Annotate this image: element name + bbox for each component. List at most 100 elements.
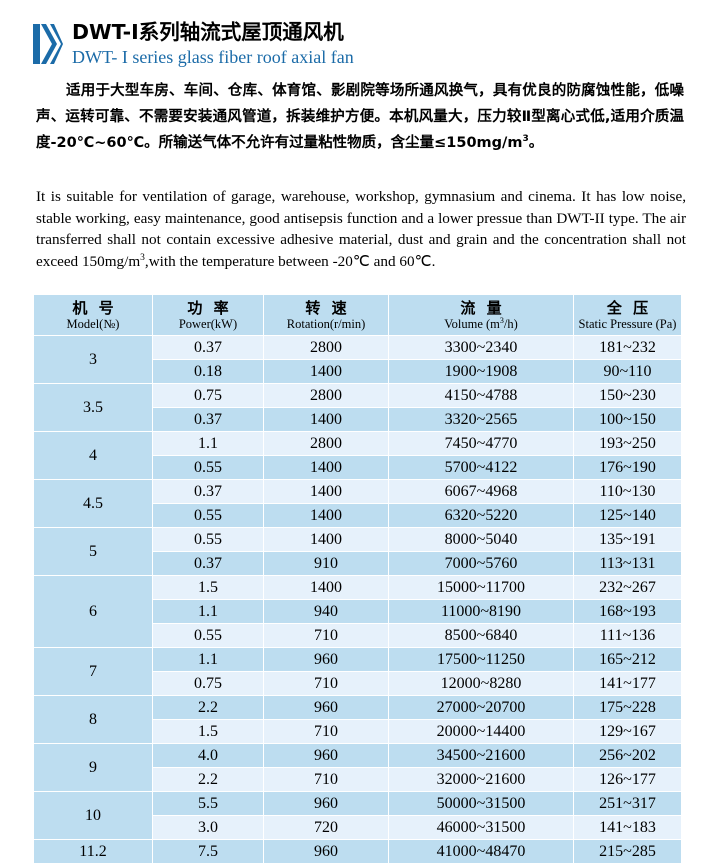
- cell-power: 0.37: [153, 552, 263, 575]
- cell-rotation: 960: [264, 648, 388, 671]
- table-row: 6 1.5 1400 15000~11700 232~267: [34, 576, 681, 647]
- cell-pressure: 126~177: [574, 768, 681, 791]
- cell-pressure: 168~193: [574, 600, 681, 623]
- cell-pressure: 100~150: [574, 408, 681, 431]
- table-row: 10 5.5 960 50000~31500 251~317: [34, 792, 681, 839]
- cell-volume: 3300~2340: [389, 336, 573, 359]
- cell-volume: 20000~14400: [389, 720, 573, 743]
- table-row: 0.37 910 7000~5760 113~131: [34, 552, 681, 575]
- table-row: 4 1.1 2800 7450~4770 193~250: [34, 432, 681, 479]
- cell-model: 3.5: [34, 384, 152, 431]
- cell-volume: 50000~31500: [389, 792, 573, 815]
- column-header-volume-cn: 流 量: [460, 299, 505, 317]
- cell-power: 0.37: [153, 480, 263, 503]
- cell-model: 9: [34, 744, 152, 791]
- column-header-volume-en-pre: Volume (m: [444, 317, 500, 331]
- table-header: 机 号 Model(№) 功 率 Power(kW) 转 速 Rotation(…: [34, 295, 681, 335]
- cell-rotation: 2800: [264, 384, 388, 407]
- cell-pressure: 165~212: [574, 648, 681, 671]
- cell-pressure: 251~317: [574, 792, 681, 815]
- cell-model: 5: [34, 528, 152, 575]
- column-header-power-en: Power(kW): [178, 317, 238, 331]
- table-row: 0.75 710 12000~8280 141~177: [34, 672, 681, 695]
- cell-model: 6: [34, 576, 152, 647]
- cell-pressure: 90~110: [574, 360, 681, 383]
- cell-model: 3: [34, 336, 152, 383]
- column-header-volume-superscript: 3: [499, 315, 504, 325]
- cell-power: 0.75: [153, 384, 263, 407]
- table-header-row: 机 号 Model(№) 功 率 Power(kW) 转 速 Rotation(…: [34, 295, 681, 335]
- cell-pressure: 111~136: [574, 624, 681, 647]
- cell-rotation: 720: [264, 816, 388, 839]
- cell-pressure: 181~232: [574, 336, 681, 359]
- cell-power: 0.55: [153, 528, 263, 551]
- cell-pressure: 141~183: [574, 816, 681, 839]
- table-row: 3 0.37 2800 3300~2340 181~232: [34, 336, 681, 383]
- cell-power: 0.75: [153, 672, 263, 695]
- cell-rotation: 960: [264, 744, 388, 767]
- cell-power: 2.2: [153, 768, 263, 791]
- page-title-en: DWT- I series glass fiber roof axial fan: [72, 47, 354, 67]
- double-chevron-icon: [33, 21, 63, 67]
- description-cn-text: 适用于大型车房、车间、仓库、体育馆、影剧院等场所通风换气，具有优良的防腐蚀性能，…: [36, 83, 684, 151]
- cell-volume: 32000~21600: [389, 768, 573, 791]
- cell-model: 7: [34, 648, 152, 695]
- cell-pressure: 176~190: [574, 456, 681, 479]
- cell-power: 3.0: [153, 816, 263, 839]
- cell-pressure: 215~285: [574, 840, 681, 863]
- cell-volume: 7450~4770: [389, 432, 573, 455]
- column-header-pressure: 全 压 Static Pressure (Pa): [574, 295, 681, 335]
- table-row: 0.37 1400 3320~2565 100~150: [34, 408, 681, 431]
- cell-volume: 46000~31500: [389, 816, 573, 839]
- cell-volume: 4150~4788: [389, 384, 573, 407]
- cell-rotation: 2800: [264, 336, 388, 359]
- cell-pressure: 113~131: [574, 552, 681, 575]
- cell-rotation: 910: [264, 552, 388, 575]
- cell-power: 0.37: [153, 408, 263, 431]
- table-row: 8 2.2 960 27000~20700 175~228: [34, 696, 681, 743]
- cell-rotation: 1400: [264, 480, 388, 503]
- table-row: 0.55 1400 6320~5220 125~140: [34, 504, 681, 527]
- cell-pressure: 135~191: [574, 528, 681, 551]
- table-row: 4.5 0.37 1400 6067~4968 110~130: [34, 480, 681, 527]
- cell-model: 8: [34, 696, 152, 743]
- column-header-volume: 流 量 Volume (m3/h): [389, 295, 573, 335]
- table-row: 3.5 0.75 2800 4150~4788 150~230: [34, 384, 681, 431]
- cell-power: 1.1: [153, 432, 263, 455]
- column-header-model: 机 号 Model(№): [34, 295, 152, 335]
- cell-power: 0.55: [153, 456, 263, 479]
- cell-model: 10: [34, 792, 152, 839]
- cell-rotation: 710: [264, 720, 388, 743]
- table-row: 5 0.55 1400 8000~5040 135~191: [34, 528, 681, 575]
- table-row: 0.18 1400 1900~1908 90~110: [34, 360, 681, 383]
- cell-volume: 8500~6840: [389, 624, 573, 647]
- cell-power: 4.0: [153, 744, 263, 767]
- cell-power: 0.18: [153, 360, 263, 383]
- cell-pressure: 256~202: [574, 744, 681, 767]
- cell-volume: 41000~48470: [389, 840, 573, 863]
- cell-power: 0.55: [153, 624, 263, 647]
- cell-volume: 17500~11250: [389, 648, 573, 671]
- table-row: 0.55 1400 5700~4122 176~190: [34, 456, 681, 479]
- cell-volume: 7000~5760: [389, 552, 573, 575]
- cell-model: 4.5: [34, 480, 152, 527]
- cell-volume: 3320~2565: [389, 408, 573, 431]
- cell-pressure: 193~250: [574, 432, 681, 455]
- cell-pressure: 110~130: [574, 480, 681, 503]
- description-paragraph-en: It is suitable for ventilation of garage…: [36, 186, 686, 272]
- cell-power: 5.5: [153, 792, 263, 815]
- cell-model: 4: [34, 432, 152, 479]
- cell-volume: 27000~20700: [389, 696, 573, 719]
- column-header-model-en: Model(№): [66, 317, 120, 331]
- table-row: 1.5 710 20000~14400 129~167: [34, 720, 681, 743]
- column-header-volume-en-post: /h): [503, 317, 518, 331]
- cell-power: 1.1: [153, 648, 263, 671]
- description-en-text: It is suitable for ventilation of garage…: [36, 188, 686, 270]
- cell-rotation: 960: [264, 792, 388, 815]
- table-body: 3 0.37 2800 3300~2340 181~232 0.18 1400 1900~19…: [34, 336, 681, 863]
- description-paragraph-cn: 适用于大型车房、车间、仓库、体育馆、影剧院等场所通风换气，具有优良的防腐蚀性能，…: [36, 78, 684, 156]
- column-header-rotation: 转 速 Rotation(r/min): [264, 295, 388, 335]
- cell-rotation: 2800: [264, 432, 388, 455]
- column-header-pressure-cn: 全 压: [606, 299, 652, 317]
- table-row: 1.1 940 11000~8190 168~193: [34, 600, 681, 623]
